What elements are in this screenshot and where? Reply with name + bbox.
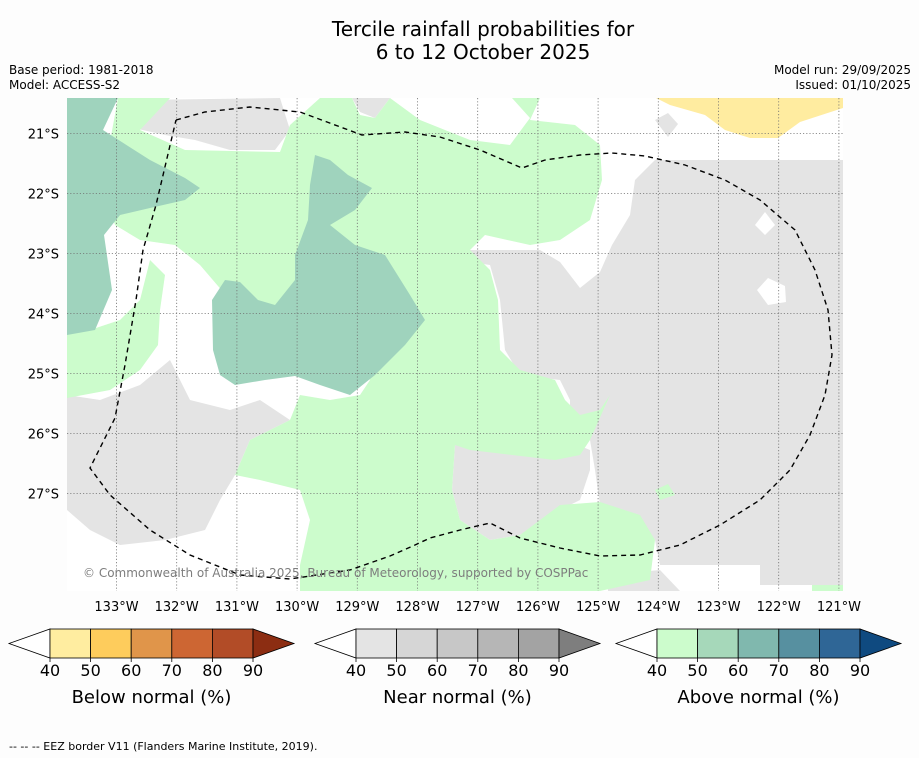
latitude-label: 23°S bbox=[28, 248, 59, 263]
legend-1: 40 50 60 70 80 90 Below normal (%) bbox=[7, 628, 296, 708]
legend-segment bbox=[211, 628, 254, 659]
legend-tick-label: 80 bbox=[202, 661, 222, 680]
legend-tick-label: 60 bbox=[728, 661, 748, 680]
latitude-label: 26°S bbox=[28, 428, 59, 443]
legend-segment bbox=[436, 628, 479, 659]
longitude-label: 121°W bbox=[817, 600, 861, 615]
longitude-label: 125°W bbox=[576, 600, 620, 615]
legend-3: 40 50 60 70 80 90 Above normal (%) bbox=[614, 628, 903, 708]
near-normal-region-north bbox=[120, 98, 290, 150]
near-normal-region-southwest bbox=[67, 360, 290, 545]
legend-tick-label: 80 bbox=[809, 661, 829, 680]
legend-label: Above normal (%) bbox=[677, 687, 839, 708]
eez-border bbox=[89, 106, 833, 580]
legend-tick-label: 70 bbox=[468, 661, 488, 680]
longitude-label: 123°W bbox=[696, 600, 740, 615]
near-normal-region-east bbox=[465, 160, 843, 585]
model-run: Model run: 29/09/2025 bbox=[773, 63, 911, 77]
probability-field bbox=[67, 98, 843, 591]
latitude-label: 27°S bbox=[28, 488, 59, 503]
legend-segment bbox=[697, 628, 739, 659]
longitude-label: 133°W bbox=[94, 600, 138, 615]
legend-max-extension bbox=[859, 628, 903, 659]
legend-tick-label: 50 bbox=[687, 661, 707, 680]
legend-segment bbox=[355, 628, 397, 659]
title-line-1: Tercile rainfall probabilities for bbox=[331, 17, 635, 41]
title-line-2: 6 to 12 October 2025 bbox=[375, 40, 591, 64]
legend-tick-label: 70 bbox=[162, 661, 182, 680]
base-period: Base period: 1981-2018 bbox=[9, 63, 154, 77]
near-normal-region-north-small bbox=[352, 98, 390, 118]
latitude-label: 24°S bbox=[28, 308, 59, 323]
above-normal-patch-s bbox=[655, 484, 675, 500]
legend-segment bbox=[819, 628, 861, 659]
longitude-label: 131°W bbox=[215, 600, 259, 615]
legend-segment bbox=[656, 628, 698, 659]
legend-tick-label: 60 bbox=[427, 661, 447, 680]
model-info: Base period: 1981-2018 Model: ACCESS-S2 bbox=[9, 63, 154, 93]
legend-tick-label: 50 bbox=[386, 661, 406, 680]
above-normal-patch-ne bbox=[812, 585, 843, 591]
model-name: Model: ACCESS-S2 bbox=[9, 78, 121, 92]
legend-max-extension bbox=[252, 628, 296, 659]
legend-tick-label: 90 bbox=[850, 661, 870, 680]
legend-tick-label: 50 bbox=[80, 661, 100, 680]
legend-min-extension bbox=[7, 628, 51, 659]
near-normal-region-south bbox=[452, 440, 590, 540]
neutral-patch-2 bbox=[755, 212, 775, 235]
below-normal-region bbox=[656, 98, 843, 138]
legend-min-extension bbox=[614, 628, 658, 659]
latitude-label: 21°S bbox=[28, 128, 59, 143]
legend-segment bbox=[396, 628, 438, 659]
legend-tick-label: 80 bbox=[508, 661, 528, 680]
eez-footer-note: -- -- -- EEZ border V11 (Flanders Marine… bbox=[9, 740, 318, 753]
latitude-label: 25°S bbox=[28, 368, 59, 383]
above-normal-50-region-west bbox=[67, 98, 200, 335]
legend-tick-label: 40 bbox=[40, 661, 60, 680]
longitude-label: 129°W bbox=[335, 600, 379, 615]
latitude-label: 22°S bbox=[28, 188, 59, 203]
longitude-label: 122°W bbox=[757, 600, 801, 615]
gridlines bbox=[67, 98, 843, 591]
legend-segment bbox=[518, 628, 560, 659]
legends: 40 50 60 70 80 90 Below normal (%) 40 50 60 70 80 90… bbox=[7, 628, 903, 708]
legend-tick-label: 60 bbox=[121, 661, 141, 680]
above-normal-patch-n bbox=[362, 424, 384, 446]
legend-segment bbox=[477, 628, 519, 659]
legend-segment bbox=[737, 628, 780, 659]
run-info: Model run: 29/09/2025 Issued: 01/10/2025 bbox=[774, 63, 911, 93]
legend-segment bbox=[49, 628, 91, 659]
longitude-labels: 133°W 132°W 131°W 130°W 129°W 128°W 127°W 126°W… bbox=[94, 600, 861, 615]
legend-segment bbox=[130, 628, 173, 659]
legend-label: Near normal (%) bbox=[383, 687, 532, 708]
legend-segment bbox=[171, 628, 213, 659]
legend-label: Below normal (%) bbox=[72, 687, 232, 708]
copyright-note: © Commonwealth of Australia 2025, Bureau… bbox=[83, 566, 588, 580]
above-normal-region-sw bbox=[67, 260, 165, 398]
legend-max-extension bbox=[558, 628, 602, 659]
legend-2: 40 50 60 70 80 90 Near normal (%) bbox=[313, 628, 602, 708]
above-normal-50-region-central bbox=[212, 155, 425, 395]
longitude-label: 128°W bbox=[395, 600, 439, 615]
longitude-label: 130°W bbox=[275, 600, 319, 615]
longitude-label: 124°W bbox=[636, 600, 680, 615]
legend-tick-label: 40 bbox=[346, 661, 366, 680]
legend-tick-label: 70 bbox=[769, 661, 789, 680]
longitude-label: 132°W bbox=[155, 600, 199, 615]
legend-tick-label: 90 bbox=[549, 661, 569, 680]
latitude-labels: 21°S 22°S 23°S 24°S 25°S 26°S 27°S bbox=[28, 128, 59, 503]
legend-tick-label: 90 bbox=[243, 661, 263, 680]
legend-min-extension bbox=[313, 628, 357, 659]
legend-tick-label: 40 bbox=[647, 661, 667, 680]
legend-segment bbox=[778, 628, 820, 659]
longitude-label: 126°W bbox=[516, 600, 560, 615]
legend-segment bbox=[90, 628, 132, 659]
longitude-label: 127°W bbox=[456, 600, 500, 615]
map-title: Tercile rainfall probabilities for 6 to … bbox=[0, 18, 919, 64]
issued-date: Issued: 01/10/2025 bbox=[795, 78, 911, 92]
near-normal-patch-1 bbox=[655, 113, 678, 137]
